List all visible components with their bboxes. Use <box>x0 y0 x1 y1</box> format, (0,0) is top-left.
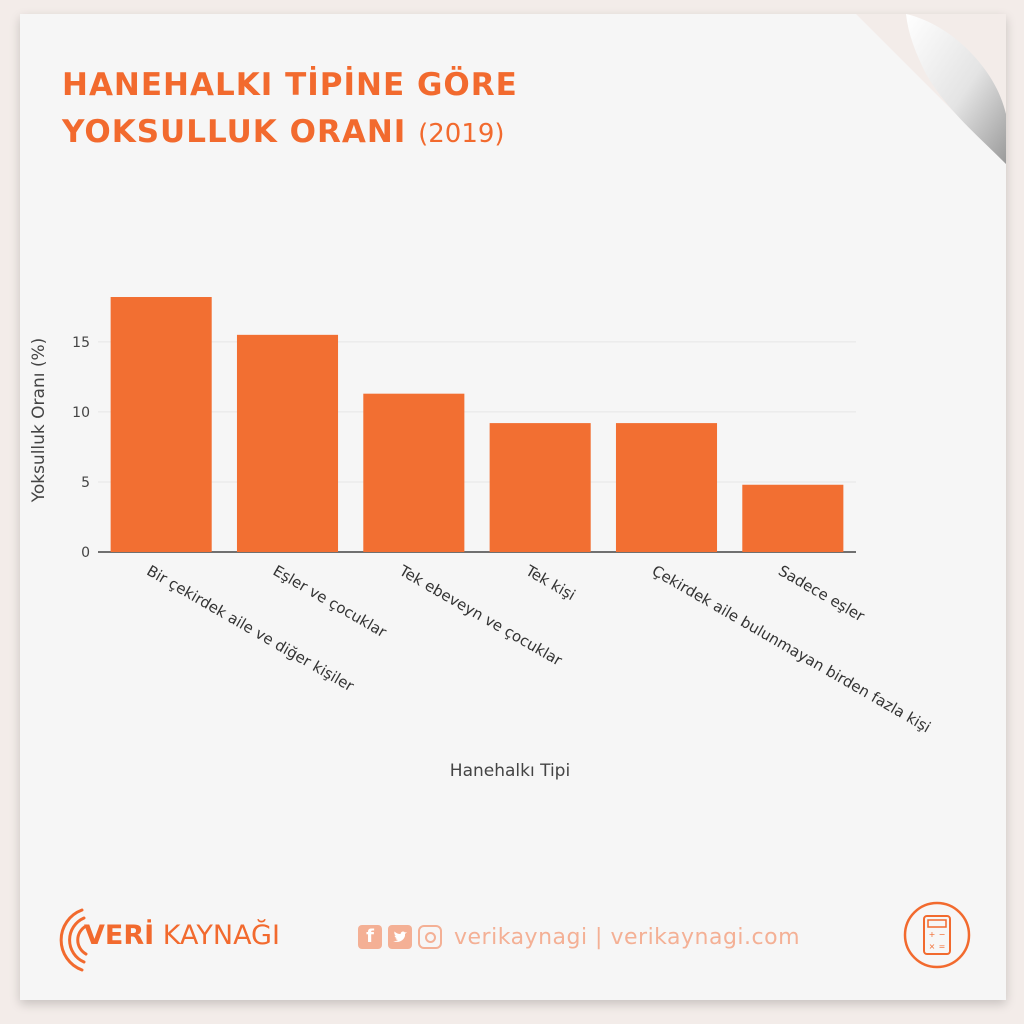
twitter-icon[interactable] <box>388 925 412 949</box>
brand-rest: KAYNAĞI <box>154 920 280 951</box>
bars <box>110 297 844 552</box>
bar-2[interactable] <box>236 334 339 552</box>
y-axis-label: Yoksulluk Oranı (%) <box>29 338 49 504</box>
bar-3[interactable] <box>363 393 465 552</box>
social-handles[interactable]: verikaynagi | verikaynagi.com <box>454 924 801 950</box>
bar-1[interactable] <box>110 297 212 552</box>
y-tick-labels: 0 5 10 15 <box>72 335 90 561</box>
chart-title: HANEHALKI TİPİNE GÖRE YOKSULLUK ORANI (2… <box>62 62 518 158</box>
y-tick-label: 0 <box>81 545 90 561</box>
y-tick-label: 10 <box>72 405 90 421</box>
title-line-2: YOKSULLUK ORANI (2019) <box>62 109 518 158</box>
y-tick-label: 5 <box>81 475 90 491</box>
bar-4[interactable] <box>489 423 591 552</box>
brand-bold: VERİ <box>84 920 155 951</box>
instagram-icon[interactable] <box>418 925 442 949</box>
svg-text:×: × <box>929 942 936 951</box>
x-tick-label: Sadece eşler <box>775 562 868 626</box>
x-tick-label: Bir çekirdek aile ve diğer kişiler <box>144 562 358 696</box>
y-tick-label: 15 <box>72 335 90 351</box>
social-links: f verikaynagi | verikaynagi.com <box>358 922 800 952</box>
logo-arcs-icon <box>59 908 88 972</box>
svg-text:−: − <box>939 930 946 939</box>
page-curl <box>856 14 1006 164</box>
calculator-icon: + − × = <box>903 901 971 969</box>
facebook-icon[interactable]: f <box>358 925 382 949</box>
svg-text:+: + <box>929 930 936 939</box>
footer: VERİ KAYNAĞI f verikaynagi | verikaynagi… <box>20 880 1006 980</box>
title-line-1: HANEHALKI TİPİNE GÖRE <box>62 67 518 103</box>
x-tick-labels: Bir çekirdek aile ve diğer kişilerEşler … <box>144 561 934 736</box>
bar-6[interactable] <box>742 484 844 552</box>
svg-text:=: = <box>939 942 946 951</box>
brand-logo-text: VERİ KAYNAĞI <box>84 920 280 951</box>
title-year: (2019) <box>418 119 505 149</box>
bar-5[interactable] <box>615 423 718 552</box>
title-line-2-text: YOKSULLUK ORANI <box>62 114 407 150</box>
x-axis-label: Hanehalkı Tipi <box>450 761 570 781</box>
grid-lines <box>98 341 856 553</box>
x-tick-label: Çekirdek aile bulunmayan birden fazla ki… <box>649 562 934 737</box>
x-tick-label: Tek kişi <box>522 561 579 604</box>
x-tick-label: Eşler ve çocuklar <box>270 562 390 642</box>
